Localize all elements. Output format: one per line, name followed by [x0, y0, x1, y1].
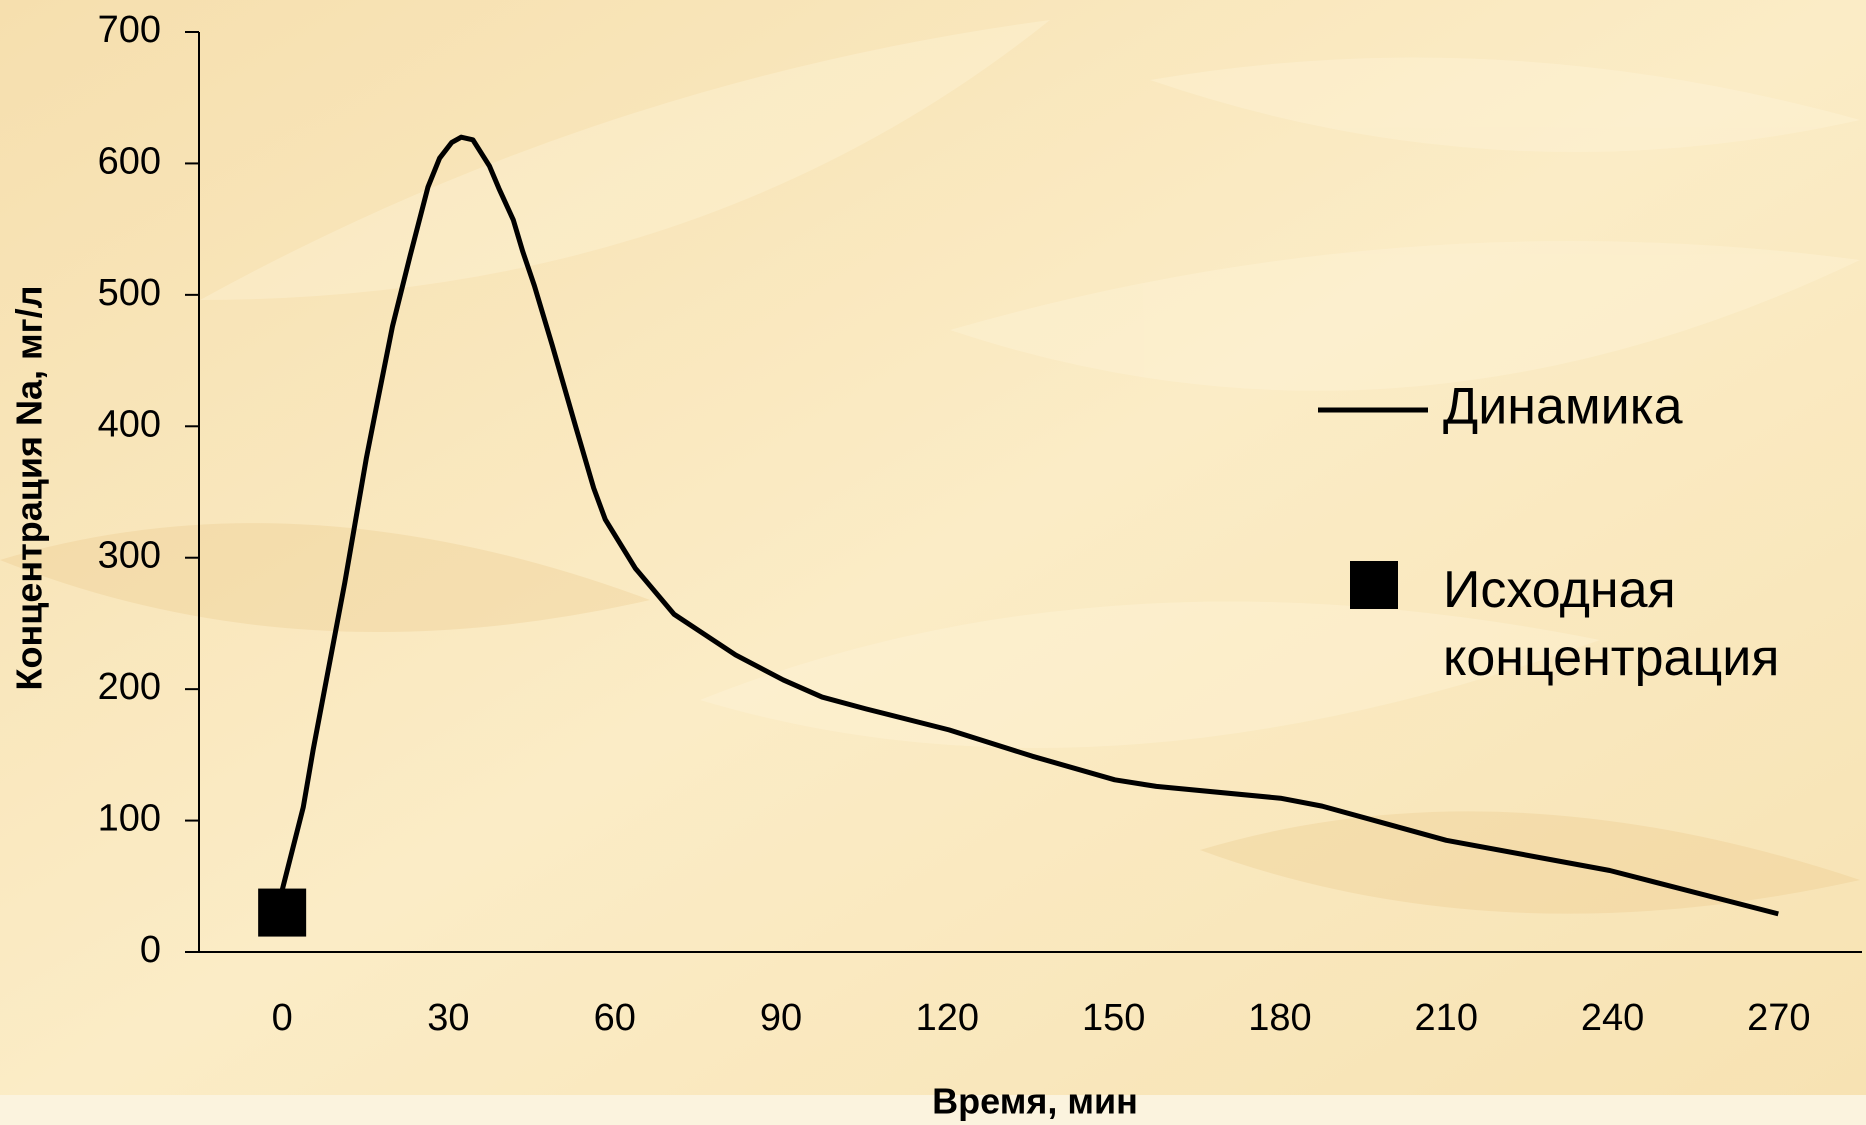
y-tick-label: 200 [98, 666, 161, 708]
data-marker [258, 889, 306, 937]
x-tick-label: 210 [1415, 997, 1478, 1039]
x-tick-label: 240 [1581, 997, 1644, 1039]
legend-marker [1350, 561, 1398, 609]
x-tick-label: 60 [594, 997, 636, 1039]
x-tick-label: 270 [1747, 997, 1810, 1039]
x-tick-label: 90 [760, 997, 802, 1039]
x-axis-title: Время, мин [932, 1081, 1138, 1122]
x-tick-label: 30 [427, 997, 469, 1039]
y-tick-label: 600 [98, 140, 161, 182]
y-tick-label: 400 [98, 403, 161, 445]
y-tick-label: 300 [98, 535, 161, 577]
legend-label: Динамика [1443, 378, 1683, 436]
y-tick-label: 700 [98, 9, 161, 51]
y-axis-title: Концентрация Na, мг/л [9, 285, 50, 690]
page: Время, мин Концентрация Na, мг/л Динамик… [0, 0, 1866, 1125]
x-tick-label: 150 [1082, 997, 1145, 1039]
x-tick-label: 180 [1248, 997, 1311, 1039]
x-tick-label: 120 [916, 997, 979, 1039]
y-tick-label: 0 [140, 929, 161, 971]
y-tick-label: 500 [98, 272, 161, 314]
legend-label: Исходная концентрация [1443, 556, 1843, 692]
x-tick-label: 0 [272, 997, 293, 1039]
y-tick-label: 100 [98, 798, 161, 840]
